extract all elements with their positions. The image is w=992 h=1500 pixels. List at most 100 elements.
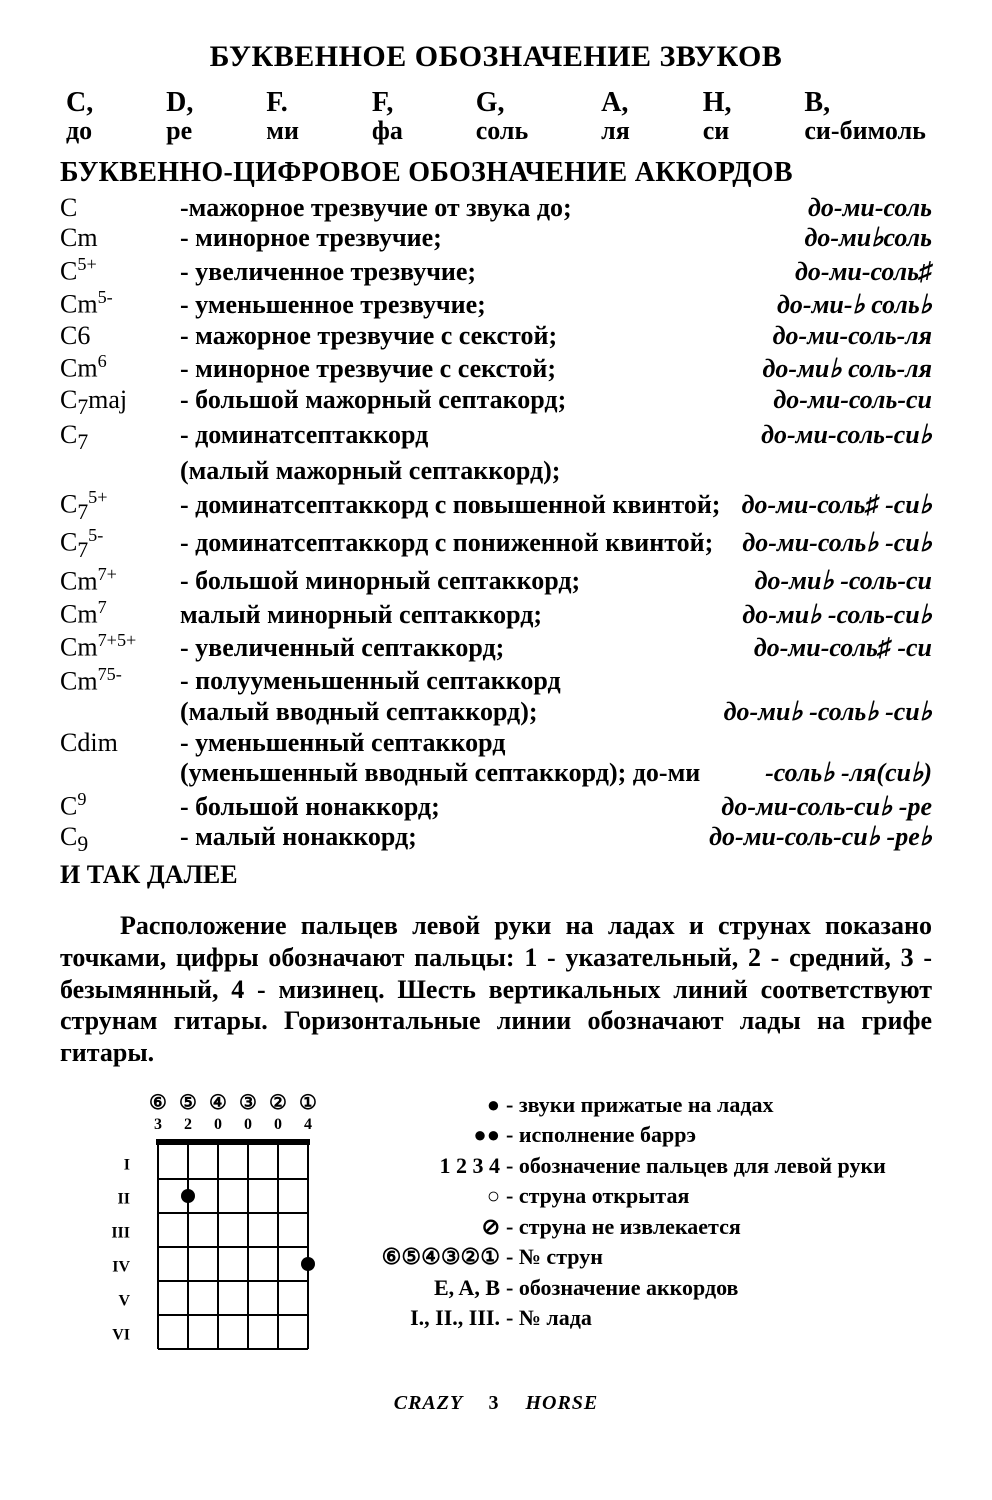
chord-notes: до-ми-соль-си <box>763 385 932 416</box>
legend-symbol: E, A, B <box>360 1274 506 1302</box>
fretboard-svg: ⑥⑤④③②①320004IIIIIIIVVVI <box>100 1091 332 1361</box>
chord-notes: до-ми-соль♯ -си <box>744 633 932 664</box>
chord-symbol: Cm7 <box>60 597 180 630</box>
chord-notes: до-ми♭ -соль♭ -си♭ <box>714 697 932 728</box>
note-name: фа <box>372 117 403 144</box>
svg-text:I: I <box>124 1156 130 1173</box>
legend-text: - исполнение баррэ <box>506 1121 696 1149</box>
legend-row: ⑥⑤④③②①- № струн <box>360 1243 932 1271</box>
svg-text:④: ④ <box>209 1092 227 1114</box>
legend-symbol: ● <box>360 1091 506 1119</box>
chord-description: - малый нонаккорд; <box>180 822 699 853</box>
chord-description: - уменьшенное трезвучие; <box>180 290 767 321</box>
chord-description: - минорное трезвучие с секстой; <box>180 354 753 385</box>
legend-text: - струна не извлекается <box>506 1213 741 1241</box>
page-number: 3 <box>488 1392 499 1414</box>
chord-description: - доминатсептаккорд с повышенной квинтой… <box>180 490 732 521</box>
svg-text:0: 0 <box>214 1116 222 1133</box>
chord-notes: до-ми-соль-си♭ <box>751 420 932 451</box>
svg-text:⑥: ⑥ <box>149 1092 167 1114</box>
svg-text:0: 0 <box>274 1116 282 1133</box>
legend-symbol: ⊘ <box>360 1213 506 1241</box>
chord-symbol: Cm6 <box>60 351 180 384</box>
chord-notes: -соль♭ -ля(си♭) <box>755 758 932 789</box>
chord-notes: до-ми-соль-си♭ -ре♭ <box>699 822 932 853</box>
note-designations: C,доD,реF.миF,фаG,сольA,ляH,сиB,си-бимол… <box>60 88 932 145</box>
chord-row: (малый мажорный септаккорд); <box>60 456 932 487</box>
chord-row: C75+- доминатсептаккорд с повышенной кви… <box>60 487 932 525</box>
note-name: ре <box>166 117 192 144</box>
chord-description: (малый вводный септаккорд); <box>180 697 714 728</box>
legend-text: - № лада <box>506 1304 592 1332</box>
note-letter: H, <box>703 88 732 117</box>
chord-description: - полууменьшенный септаккорд <box>180 666 922 697</box>
note-letter: B, <box>804 88 830 117</box>
chord-row: C7- доминатсептаккорддо-ми-соль-си♭ <box>60 420 932 456</box>
note-name: ля <box>601 117 630 144</box>
legend-row: 1 2 3 4- обозначение пальцев для левой р… <box>360 1152 932 1180</box>
page: БУКВЕННОЕ ОБОЗНАЧЕНИЕ ЗВУКОВ C,доD,реF.м… <box>0 0 992 1445</box>
chord-symbol: C5+ <box>60 254 180 287</box>
chord-notes: до-ми-соль♭ -си♭ <box>732 528 932 559</box>
note-name: соль <box>476 117 529 144</box>
svg-text:③: ③ <box>239 1092 257 1114</box>
chord-description: (уменьшенный вводный септаккорд); до-ми <box>180 758 755 789</box>
chord-description: - увеличенное трезвучие; <box>180 257 785 288</box>
chord-symbol: Cm <box>60 223 180 254</box>
note-column: F,фа <box>372 88 403 145</box>
legend-row: I., II., III.- № лада <box>360 1304 932 1332</box>
chord-row: C5+- увеличенное трезвучие;до-ми-соль♯ <box>60 254 932 287</box>
note-letter: F. <box>266 88 288 117</box>
chord-notes: до-ми-соль-си♭ -ре <box>711 792 932 823</box>
chord-notes: до-ми-соль-ля <box>763 321 932 352</box>
explanation-paragraph: Расположение пальцев левой руки на ладах… <box>60 910 932 1069</box>
chord-row: C-мажорное трезвучие от звука до;до-ми-с… <box>60 193 932 224</box>
chord-row: Cm75-- полууменьшенный септаккорд <box>60 664 932 697</box>
chord-description: - уменьшенный септаккорд <box>180 728 922 759</box>
legend-symbol: ●● <box>360 1121 506 1149</box>
svg-text:2: 2 <box>184 1116 192 1133</box>
note-name: ми <box>266 117 299 144</box>
legend-text: - обозначение аккордов <box>506 1274 738 1302</box>
legend-symbol: ⑥⑤④③②① <box>360 1243 506 1271</box>
svg-text:II: II <box>118 1190 130 1207</box>
note-letter: A, <box>601 88 628 117</box>
chord-row: Cm7малый минорный септаккорд;до-ми♭ -сол… <box>60 597 932 630</box>
legend-symbol: ○ <box>360 1182 506 1210</box>
chord-symbol: C6 <box>60 321 180 352</box>
chord-notes: до-ми♭соль <box>794 223 932 254</box>
note-name: си-бимоль <box>804 117 926 144</box>
page-footer: CRAZY 3 HORSE <box>60 1392 932 1415</box>
chord-symbol: Cm5- <box>60 287 180 320</box>
chord-notes: до-ми♭ -соль-си <box>745 566 932 597</box>
chord-symbol: C7maj <box>60 385 180 421</box>
svg-text:3: 3 <box>154 1116 162 1133</box>
chord-description: (малый мажорный септаккорд); <box>180 456 922 487</box>
chord-row: Cdim- уменьшенный септаккорд <box>60 728 932 759</box>
chord-row: Cm7+- большой минорный септаккорд;до-ми♭… <box>60 564 932 597</box>
chord-symbol: C9 <box>60 822 180 858</box>
legend-symbol: 1 2 3 4 <box>360 1152 506 1180</box>
chord-description: малый минорный септаккорд; <box>180 600 732 631</box>
chord-symbol: Cdim <box>60 728 180 759</box>
legend-text: - № струн <box>506 1243 603 1271</box>
chord-row: (малый вводный септаккорд);до-ми♭ -соль♭… <box>60 697 932 728</box>
chord-notes: до-ми-соль♯ <box>785 257 932 288</box>
chord-symbol: C <box>60 193 180 224</box>
legend-row: E, A, B- обозначение аккордов <box>360 1274 932 1302</box>
chord-symbol: C7 <box>60 420 180 456</box>
footer-left: CRAZY <box>394 1392 463 1414</box>
legend-text: - обозначение пальцев для левой руки <box>506 1152 886 1180</box>
chord-subtitle: БУКВЕННО-ЦИФРОВОЕ ОБОЗНАЧЕНИЕ АККОРДОВ <box>60 157 932 189</box>
legend: ●- звуки прижатые на ладах●●- исполнение… <box>360 1091 932 1366</box>
note-name: си <box>703 117 730 144</box>
chord-description: - мажорное трезвучие с секстой; <box>180 321 763 352</box>
note-column: H,си <box>703 88 732 145</box>
chord-description: - доминатсептаккорд с пониженной квинтой… <box>180 528 732 559</box>
chord-row: (уменьшенный вводный септаккорд); до-ми-… <box>60 758 932 789</box>
svg-text:4: 4 <box>304 1116 312 1133</box>
note-column: G,соль <box>476 88 529 145</box>
chord-row: Cm5-- уменьшенное трезвучие;до-ми-♭ соль… <box>60 287 932 320</box>
svg-text:⑤: ⑤ <box>179 1092 197 1114</box>
chord-row: C9- большой нонаккорд;до-ми-соль-си♭ -ре <box>60 789 932 822</box>
